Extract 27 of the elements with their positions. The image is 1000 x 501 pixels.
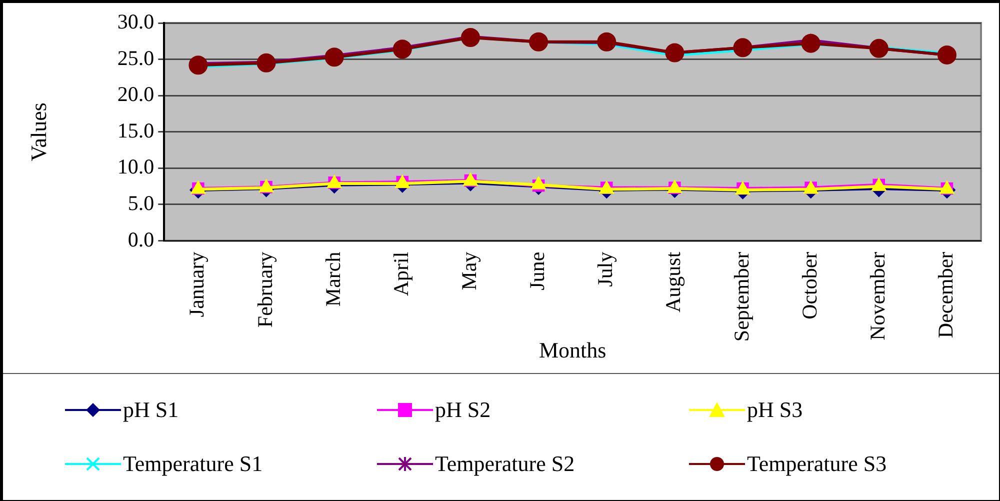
y-tick-label: 15.0 [117,118,154,142]
x-tick-label: June [525,252,550,290]
x-tick-label: August [661,252,686,312]
y-tick-label: 25.0 [117,46,154,70]
y-tick-label: 0.0 [128,227,154,252]
x-tick-label: March [320,251,345,307]
x-tick-label: October [797,252,822,320]
legend-label: pH S1 [123,397,179,423]
y-tick-label: 10.0 [117,154,154,179]
y-axis-title: Values [26,102,51,162]
x-tick-label: May [456,251,481,290]
legend-label: Temperature S3 [747,451,887,477]
y-tick-label: 5.0 [128,191,154,216]
legend-label: Temperature S1 [123,451,263,477]
y-tick-label: 30.0 [117,10,154,34]
x-tick-label: January [184,251,209,318]
x-tick-label: February [252,251,277,328]
x-tick-label: July [593,251,618,287]
x-axis-title: Months [538,338,606,363]
legend-label: Temperature S2 [435,451,575,477]
x-tick-label: April [388,252,413,296]
legend-label: pH S3 [747,397,803,423]
x-tick-label: December [933,252,958,338]
legend-label: pH S2 [435,397,491,423]
x-tick-label: September [729,252,754,342]
y-tick-label: 20.0 [117,82,154,106]
x-tick-label: November [865,252,890,340]
